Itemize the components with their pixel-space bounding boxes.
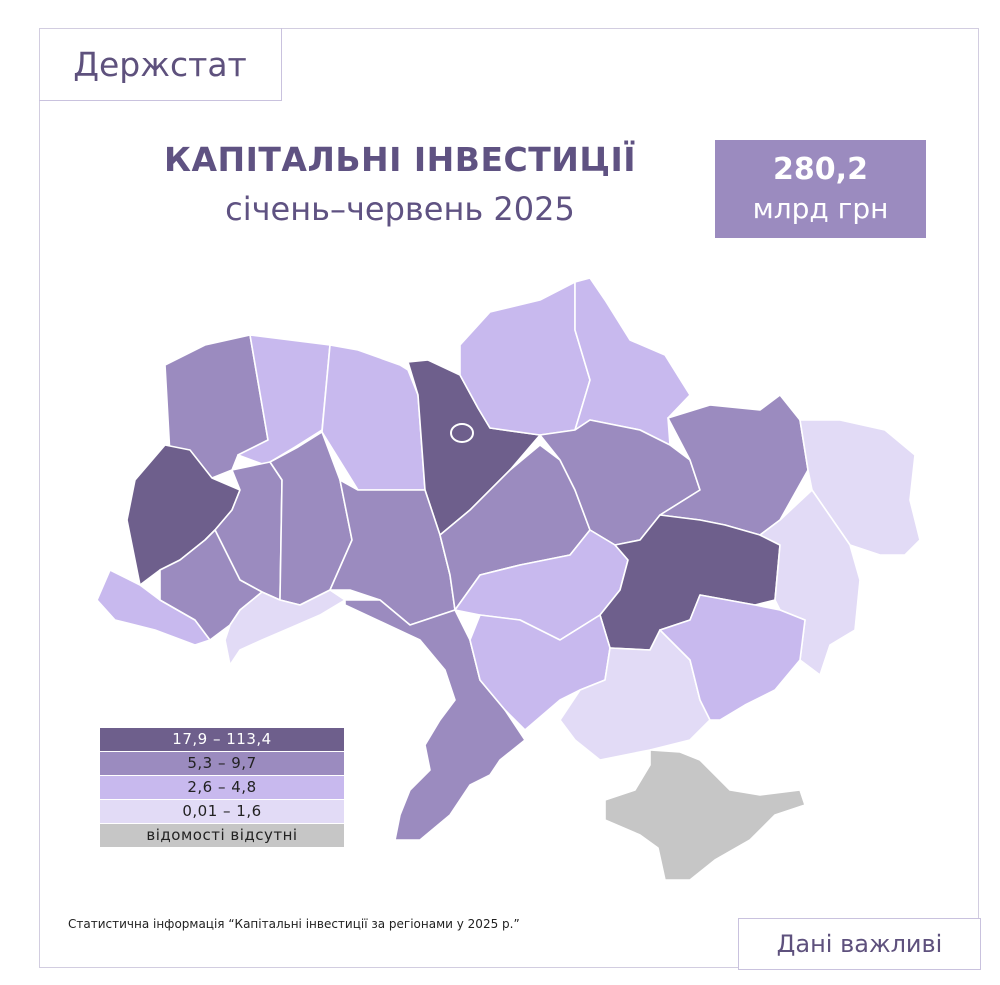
legend-item-0: 17,9 – 113,4: [100, 728, 344, 751]
kyiv-city-marker[interactable]: [450, 423, 474, 443]
page-subtitle: січень–червень 2025: [225, 190, 575, 228]
legend-item-1: 5,3 – 9,7: [100, 752, 344, 775]
legend-item-3: 0,01 – 1,6: [100, 800, 344, 823]
legend-item-2: 2,6 – 4,8: [100, 776, 344, 799]
region-odeska[interactable]: [344, 599, 526, 841]
region-chernivetska[interactable]: [224, 589, 346, 666]
important-data-button[interactable]: Дані важливі: [738, 918, 981, 970]
region-zaporizka[interactable]: [659, 594, 806, 721]
region-crimea[interactable]: [604, 749, 806, 881]
region-donetska[interactable]: [759, 489, 861, 676]
region-khersonska[interactable]: [559, 629, 711, 761]
total-unit: млрд грн: [752, 192, 889, 225]
total-badge: 280,2 млрд грн: [715, 140, 926, 238]
total-value: 280,2: [773, 152, 868, 187]
page-frame: [39, 28, 979, 968]
region-chernihivska[interactable]: [459, 281, 591, 436]
logo-text: Держстат: [73, 44, 247, 84]
source-footnote: Статистична інформація “Капітальні інвес…: [68, 917, 520, 931]
region-kyivska[interactable]: [407, 359, 541, 536]
region-sumska[interactable]: [574, 277, 691, 446]
map-legend: 17,9 – 113,4 5,3 – 9,7 2,6 – 4,8 0,01 – …: [100, 728, 344, 848]
region-luhanska[interactable]: [799, 419, 921, 556]
legend-item-4: відомості відсутні: [100, 824, 344, 847]
page-title: КАПІТАЛЬНІ ІНВЕСТИЦІЇ: [163, 140, 637, 179]
region-zakarpatska[interactable]: [96, 569, 211, 646]
logo: Держстат: [39, 28, 282, 101]
